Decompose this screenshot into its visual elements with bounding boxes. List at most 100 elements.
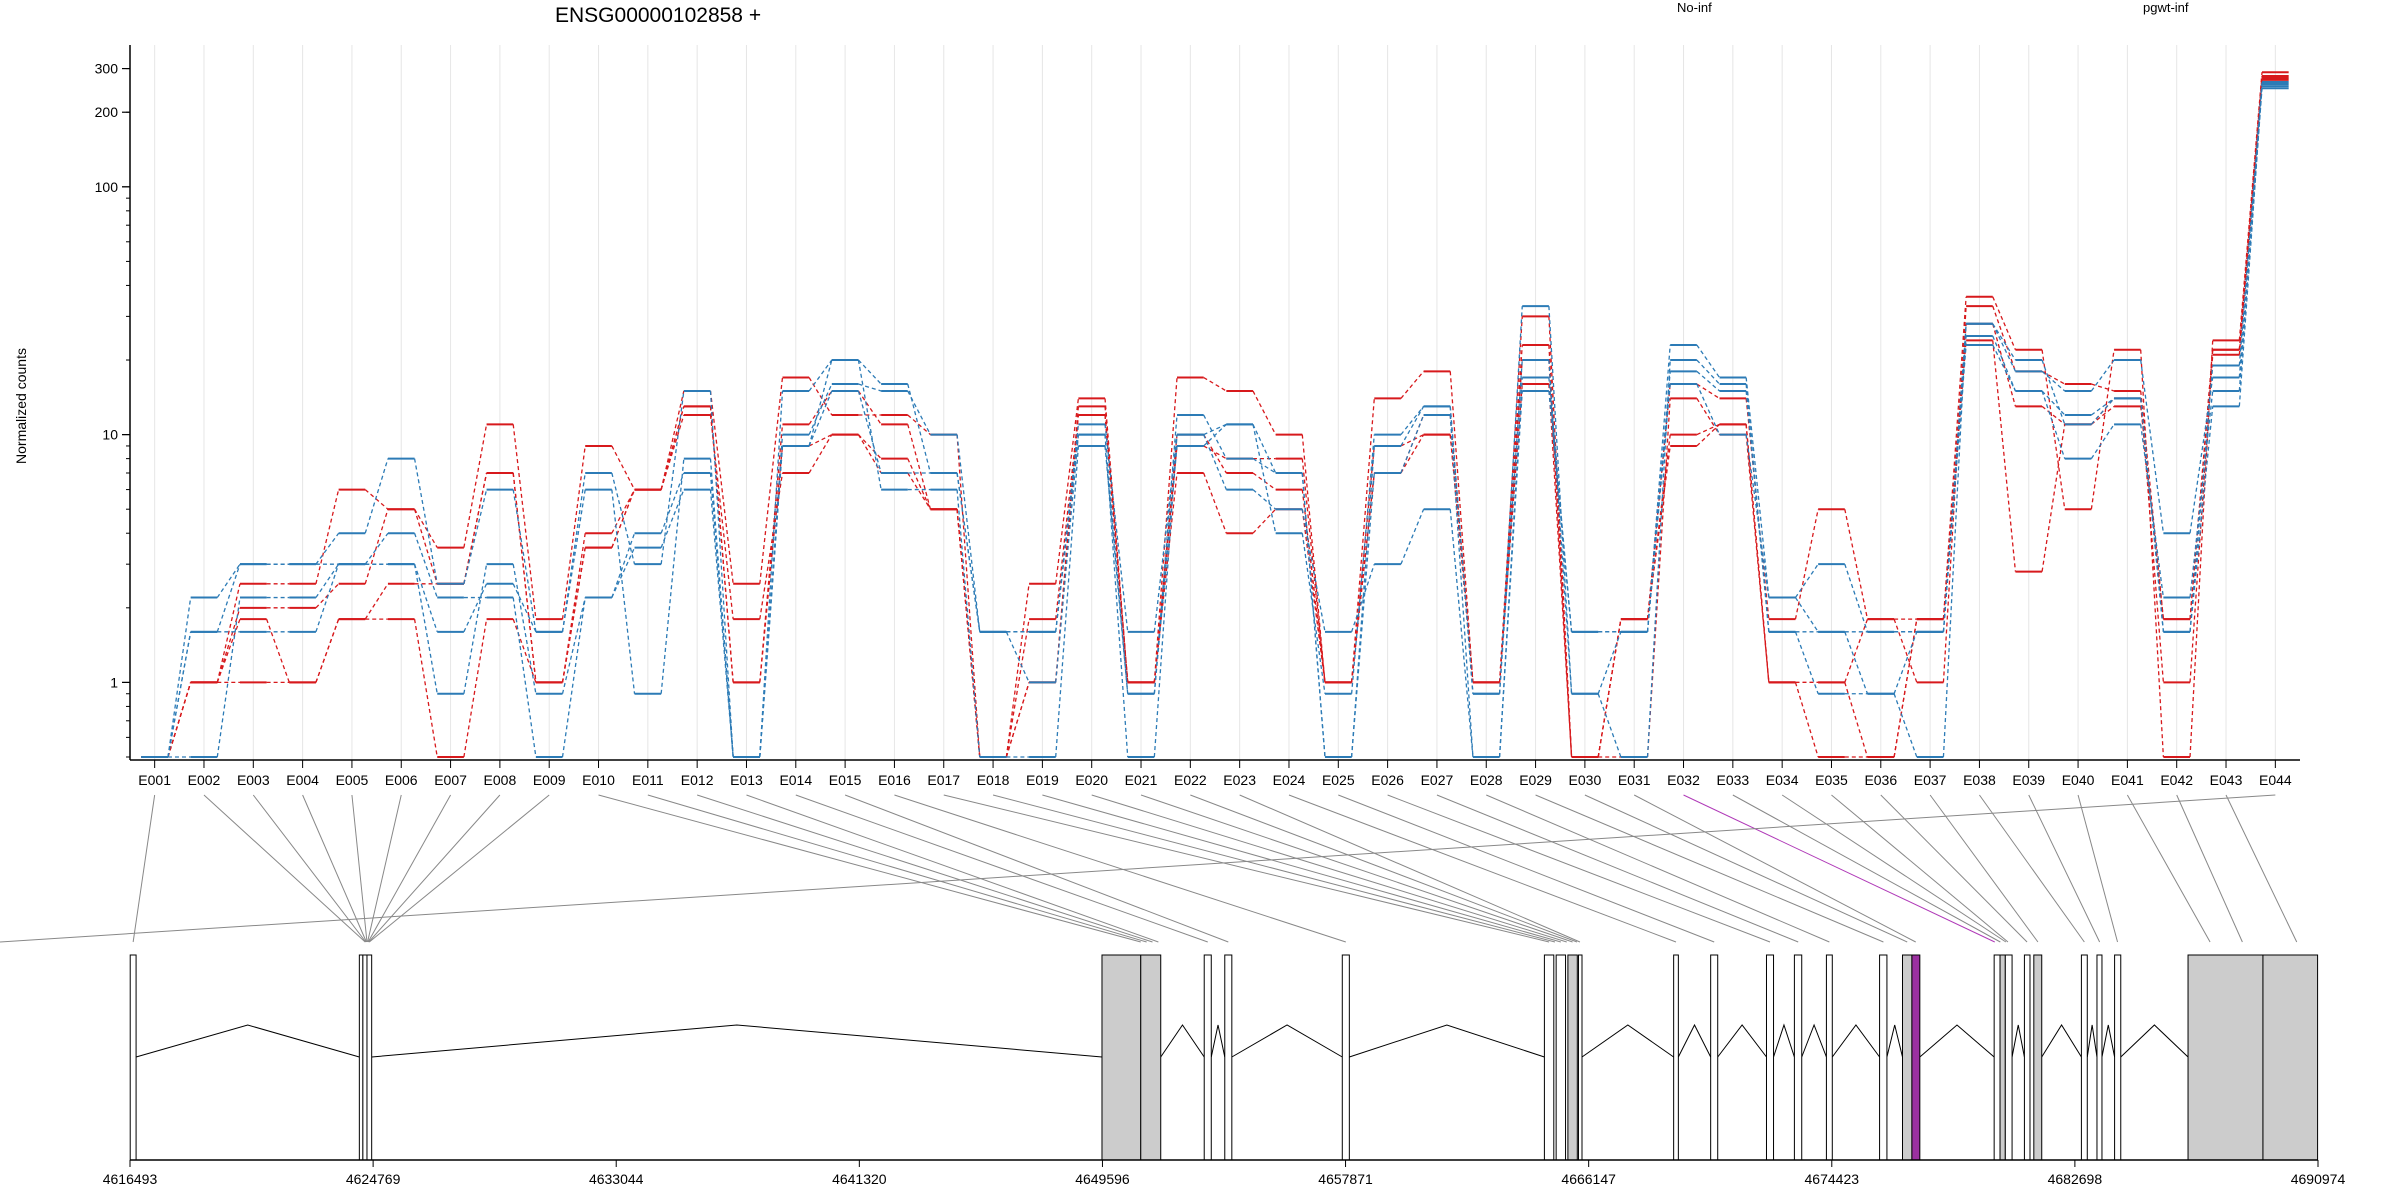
exon-block-2 xyxy=(362,954,368,1161)
link-line-E014 xyxy=(795,794,1208,943)
connector-E022 xyxy=(1203,423,1227,436)
connector-E008 xyxy=(512,489,537,632)
connector-E010 xyxy=(611,489,636,694)
connector-E030 xyxy=(1597,619,1622,758)
connector-E012 xyxy=(709,458,734,758)
connector-E036 xyxy=(1893,693,1918,758)
x-tick-label-E040: E040 xyxy=(2062,772,2095,788)
connector-E032 xyxy=(1696,359,1720,385)
connector-E008 xyxy=(512,597,537,758)
connector-E007 xyxy=(463,583,488,633)
connector-E024 xyxy=(1301,458,1326,683)
connector-E003 xyxy=(265,618,290,683)
exon-block-17 xyxy=(1825,954,1833,1161)
connector-E011 xyxy=(660,489,685,548)
connector-E032 xyxy=(1696,383,1720,399)
exon-block-7 xyxy=(1224,954,1233,1161)
link-line-E019 xyxy=(1042,794,1561,943)
genomic-coordinate-axis: 4616493 4624769 4633044 4641320 4649596 46578… xyxy=(103,1159,2345,1187)
connector-E021 xyxy=(1153,445,1178,683)
connector-E039 xyxy=(2041,424,2066,572)
connector-E033 xyxy=(1745,383,1770,632)
connector-E024 xyxy=(1301,489,1326,683)
x-tick-label-E013: E013 xyxy=(730,772,763,788)
connector-E010 xyxy=(611,547,636,598)
connector-E012 xyxy=(709,390,734,758)
connector-E026 xyxy=(1400,405,1425,436)
connector-E014 xyxy=(808,434,833,474)
connector-E038 xyxy=(1992,305,2017,372)
connector-E009 xyxy=(561,597,586,694)
link-line-E021 xyxy=(1140,794,1573,943)
connector-E019 xyxy=(1055,434,1080,683)
x-tick-label-E016: E016 xyxy=(878,772,911,788)
intron-15 xyxy=(1773,1023,1795,1058)
connector-E042 xyxy=(2189,377,2214,534)
series-No-inf-1 xyxy=(141,75,2289,758)
connector-E016 xyxy=(907,424,932,510)
x-tick-label-E009: E009 xyxy=(533,772,566,788)
x-tick-label-E005: E005 xyxy=(336,772,369,788)
exon-block-6 xyxy=(1203,954,1212,1161)
connector-E020 xyxy=(1104,434,1129,694)
exon-block-11 xyxy=(1567,954,1578,1161)
exon-block-12 xyxy=(1577,954,1583,1161)
x-tick-label-E010: E010 xyxy=(582,772,615,788)
connector-E028 xyxy=(1498,390,1523,758)
x-tick-label-E017: E017 xyxy=(927,772,960,788)
intron-0 xyxy=(135,1024,360,1058)
connector-E008 xyxy=(512,564,537,694)
connector-E021 xyxy=(1153,434,1178,632)
connector-E022 xyxy=(1203,445,1227,460)
genomic-tick-label-4666147: 4666147 xyxy=(1561,1171,1616,1187)
exon-block-14 xyxy=(1710,954,1719,1161)
connector-E033 xyxy=(1745,377,1770,598)
x-tick-label-E027: E027 xyxy=(1421,772,1454,788)
x-tick-label-E039: E039 xyxy=(2012,772,2045,788)
connector-E002 xyxy=(216,618,241,683)
link-line-E029 xyxy=(1535,794,1884,943)
connector-E008 xyxy=(512,424,537,620)
connector-E031 xyxy=(1646,371,1671,632)
connector-E028 xyxy=(1498,316,1523,683)
connector-E023 xyxy=(1252,508,1277,534)
y-tick-label-300: 300 xyxy=(95,61,119,77)
connector-E041 xyxy=(2140,359,2165,534)
connector-E010 xyxy=(611,472,636,565)
legend-entry-no-inf: No-inf xyxy=(1677,0,1712,15)
connector-E008 xyxy=(512,472,537,683)
connector-E018 xyxy=(1005,631,1030,683)
exon-block-9 xyxy=(1543,954,1555,1161)
connector-E017 xyxy=(956,472,981,632)
connector-E002 xyxy=(216,583,241,683)
connector-E009 xyxy=(561,547,586,683)
connector-E006 xyxy=(414,508,438,548)
connector-E031 xyxy=(1646,344,1671,632)
intron-7 xyxy=(1231,1024,1343,1058)
x-tick-label-E035: E035 xyxy=(1815,772,1848,788)
connector-E030 xyxy=(1597,631,1622,694)
genomic-tick-label-4641320: 4641320 xyxy=(832,1171,887,1187)
connector-E032 xyxy=(1696,423,1720,447)
genomic-tick-label-4649596: 4649596 xyxy=(1075,1171,1130,1187)
link-line-E035 xyxy=(1831,794,2009,943)
intron-3 xyxy=(371,1024,1103,1058)
x-tick-label-E012: E012 xyxy=(681,772,714,788)
connector-E038 xyxy=(1992,323,2017,372)
connector-E030 xyxy=(1597,693,1622,758)
connector-E040 xyxy=(2090,349,2115,510)
chart-title: ENSG00000102858 + xyxy=(555,4,761,27)
connector-E031 xyxy=(1646,383,1671,620)
series-pgwt-inf-5 xyxy=(141,87,2289,758)
exon-block-5 xyxy=(1140,954,1162,1161)
link-line-E028 xyxy=(1486,794,1830,943)
connector-E009 xyxy=(561,445,586,620)
connector-E032 xyxy=(1696,370,1720,392)
intron-8 xyxy=(1349,1024,1545,1058)
y-tick-label-1: 1 xyxy=(110,674,118,690)
exon-block-20 xyxy=(1911,954,1921,1161)
series-pgwt-inf-6 xyxy=(141,85,2289,758)
exon-block-21 xyxy=(1993,954,2001,1161)
connector-E010 xyxy=(611,489,636,534)
x-tick-label-E044: E044 xyxy=(2259,772,2292,788)
